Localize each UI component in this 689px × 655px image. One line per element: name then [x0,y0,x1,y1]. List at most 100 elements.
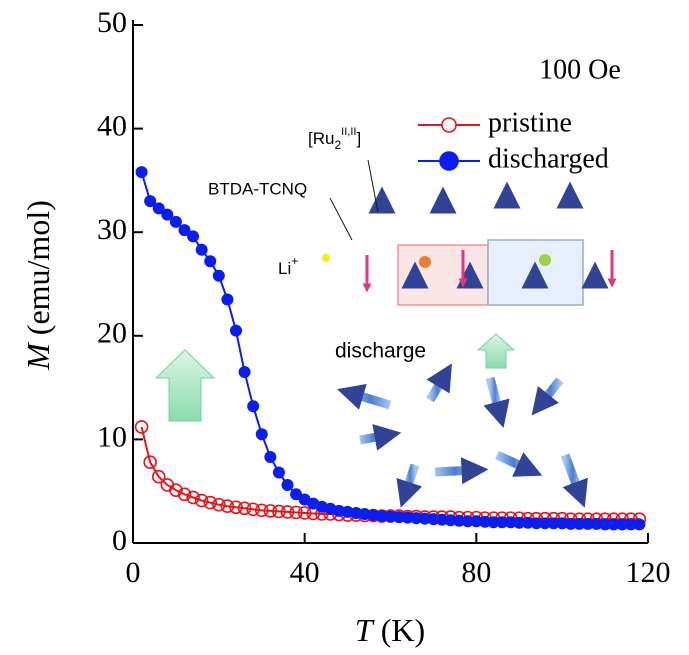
y-tick-label: 50 [97,6,127,39]
data-point [436,513,448,526]
li-base: Li [278,259,291,278]
data-point [624,518,637,531]
data-point [590,517,603,530]
x-tick-label: 0 [126,556,141,589]
data-point [444,514,457,527]
data-point [607,518,620,531]
data-point [144,195,157,208]
discharge-annotation: discharge [335,340,426,363]
data-point [178,224,191,237]
data-point [461,515,474,528]
data-point [375,510,388,523]
x-label-unit: (K) [381,612,425,648]
data-point [169,215,182,228]
y-tick-label: 10 [97,420,127,453]
data-point [212,269,225,282]
ru-annotation: [Ru2II,II] [308,126,361,152]
data-point [280,505,295,519]
field-annotation: 100 Oe [539,54,621,85]
y-label-var: M [20,341,56,371]
data-point [134,420,149,434]
data-point [289,505,303,520]
legend-label: pristine [488,107,572,138]
ru-base: [Ru [308,129,334,148]
data-point [187,230,200,243]
x-label-var: T [355,612,375,648]
data-point [254,503,269,518]
data-point [246,502,260,517]
data-point [220,499,235,514]
data-point [418,512,431,525]
li-sup: + [291,254,298,268]
data-point [204,255,217,268]
legend-marker [439,151,459,171]
data-point [152,202,165,215]
x-tick-label: 80 [461,556,491,589]
data-point [410,512,423,525]
data-point [384,510,397,523]
y-label-unit: (emu/mol) [20,200,56,335]
x-axis-label: T (K) [355,612,425,648]
legend-marker [441,117,457,133]
data-point [297,506,312,520]
data-point [547,517,560,530]
data-point [401,511,414,524]
data-point [453,514,466,527]
data-point [633,518,646,531]
data-point [556,517,569,530]
data-point [616,518,629,531]
data-point [272,466,285,479]
data-point [212,497,226,512]
data-point [177,487,192,502]
data-point [393,511,406,524]
y-axis-label: M (emu/mol) [20,200,56,371]
data-point [427,513,440,526]
data-point [504,516,517,529]
data-point [255,428,268,441]
data-point [143,455,157,469]
data-point [564,517,577,530]
ru-sub: 2 [334,138,341,152]
series [135,166,646,531]
data-point [195,243,208,256]
data-point [230,324,242,337]
data-point [521,516,534,529]
y-tick-label: 40 [97,109,127,142]
y-tick-label: 0 [112,524,127,557]
x-tick-label: 120 [626,556,671,589]
data-point [599,518,612,531]
y-tick-label: 20 [97,317,127,350]
legend-label: discharged [488,143,609,174]
data-point [161,208,174,221]
data-point [169,483,183,497]
data-point [237,501,252,516]
data-point [470,515,483,528]
data-point [151,469,166,484]
data-point [573,517,586,530]
data-point [263,504,278,518]
y-tick-label: 30 [97,213,127,246]
data-point [513,516,526,529]
data-point [530,517,543,530]
data-point [281,478,294,491]
data-point [539,517,551,530]
x-tick-label: 40 [290,556,320,589]
data-point [203,495,218,510]
data-point [229,500,243,515]
data-point [487,516,500,529]
li-annotation: Li+ [278,254,298,278]
data-point [478,515,491,528]
data-point [264,451,277,464]
data-point [186,490,200,505]
data-point [272,504,286,519]
ru-sup: II,II [341,126,356,138]
inset-illustration [154,159,617,508]
data-point [221,293,234,306]
data-point [238,366,251,379]
ru-close: ] [356,129,361,148]
data-point [135,166,148,179]
data-point [194,493,209,508]
btda-annotation: BTDA-TCNQ [208,179,307,198]
